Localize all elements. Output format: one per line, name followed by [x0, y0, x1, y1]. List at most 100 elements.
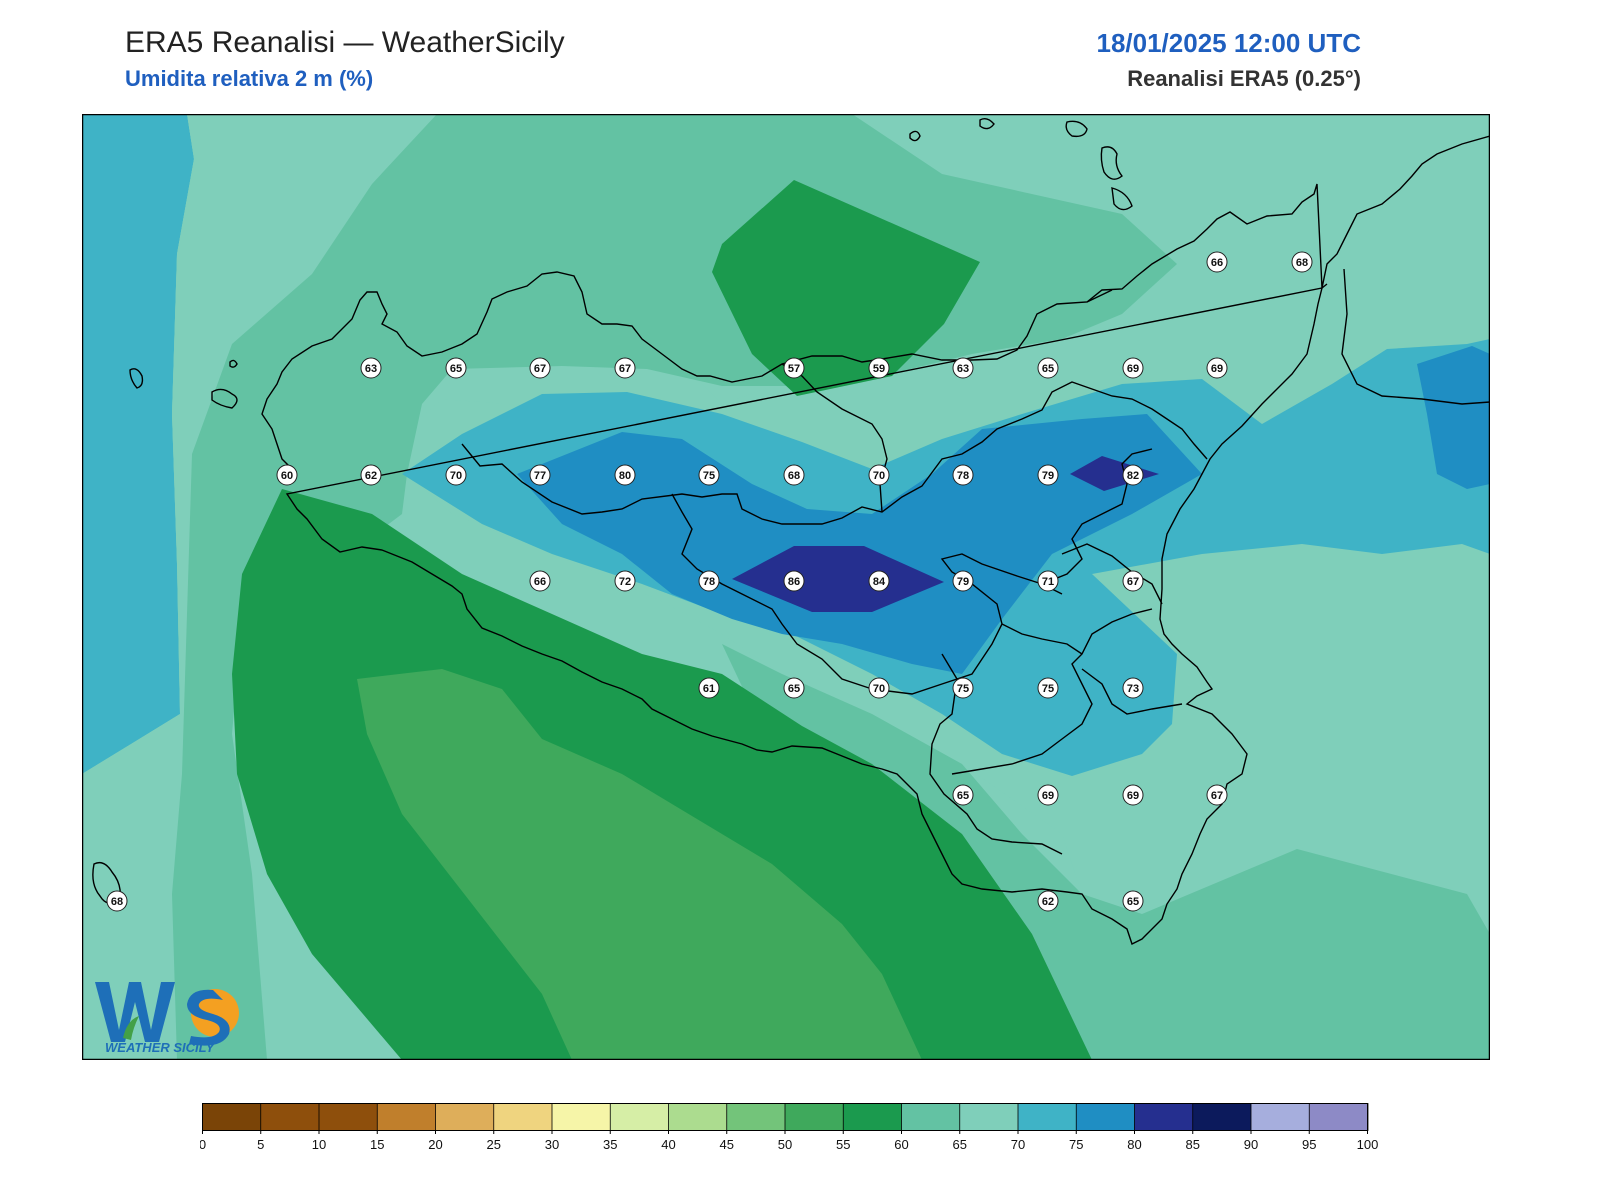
station-value: 70	[873, 470, 885, 482]
station-value: 86	[788, 576, 800, 588]
station-marker	[952, 464, 974, 486]
station-value: 67	[619, 363, 631, 375]
station-value: 71	[1042, 576, 1054, 588]
station-value: 59	[873, 363, 885, 375]
station-marker	[1037, 677, 1059, 699]
station-marker	[1037, 570, 1059, 592]
colorbar-cell	[959, 1103, 1019, 1131]
station-marker	[868, 464, 890, 486]
station-value: 66	[1211, 257, 1223, 269]
colorbar-cell	[609, 1103, 670, 1131]
colorbar-tick-label: 95	[1302, 1137, 1316, 1152]
colorbar-ticks: 0 5 10 15 20 25 30 35 40 45 50 55 60 65 70 75 80 85 90 95 10…	[200, 1130, 1379, 1152]
map-frame	[82, 114, 1490, 1060]
station-marker	[276, 464, 298, 486]
station-marker	[614, 357, 636, 379]
humidity-map: 63 65 67 67 57 59 63 65 69 69 66 68 60 62 70 77 80 75 68 70…	[82, 114, 1490, 1060]
data-source: Reanalisi ERA5 (0.25°)	[1127, 66, 1361, 91]
station-marker	[1122, 677, 1144, 699]
colorbar-tick-label: 0	[200, 1137, 206, 1152]
colorbar-cell	[1192, 1103, 1252, 1131]
station-value: 75	[1042, 683, 1054, 695]
station-value: 65	[450, 363, 462, 375]
colorbar-cell	[493, 1103, 553, 1131]
station-value: 66	[534, 576, 546, 588]
colorbar: 0 5 10 15 20 25 30 35 40 45 50 55 60 65 70 75 80 85 90 95 10…	[200, 1103, 1379, 1152]
station-value: 65	[1042, 363, 1054, 375]
station-value: 67	[1127, 576, 1139, 588]
station-value: 75	[703, 470, 715, 482]
colorbar-cells	[202, 1103, 1369, 1131]
station-value: 60	[281, 470, 293, 482]
station-value: 73	[1127, 683, 1139, 695]
colorbar-cell	[318, 1103, 379, 1131]
station-marker	[952, 784, 974, 806]
station-marker	[529, 357, 551, 379]
colorbar-tick-label: 45	[720, 1137, 734, 1152]
station-marker	[698, 677, 720, 699]
station-marker	[868, 570, 890, 592]
colorbar-cell	[668, 1103, 728, 1131]
station-marker	[614, 464, 636, 486]
station-marker	[529, 464, 551, 486]
station-value: 61	[703, 683, 715, 695]
station-marker	[614, 570, 636, 592]
colorbar-cell	[202, 1103, 262, 1131]
station-marker	[952, 677, 974, 699]
station-marker	[783, 677, 805, 699]
colorbar-cell	[435, 1103, 495, 1131]
station-value: 79	[1042, 470, 1054, 482]
station-value: 70	[450, 470, 462, 482]
station-marker	[1206, 251, 1228, 273]
station-marker	[952, 357, 974, 379]
station-value: 80	[619, 470, 631, 482]
station-marker	[360, 357, 382, 379]
colorbar-tick-label: 100	[1357, 1137, 1379, 1152]
colorbar-tick-label: 85	[1186, 1137, 1200, 1152]
station-marker	[1291, 251, 1313, 273]
station-marker	[952, 570, 974, 592]
station-marker	[783, 357, 805, 379]
station-marker	[783, 570, 805, 592]
station-marker	[868, 677, 890, 699]
station-labels: 63 65 67 67 57 59 63 65 69 69 66 68 60 62 70 77 80 75 68 70…	[106, 251, 1313, 912]
station-value: 65	[957, 790, 969, 802]
station-marker	[783, 464, 805, 486]
colorbar-cell	[1308, 1103, 1369, 1131]
colorbar-tick-label: 70	[1011, 1137, 1025, 1152]
station-marker	[1037, 890, 1059, 912]
colorbar-tick-label: 25	[487, 1137, 501, 1152]
colorbar-cell	[726, 1103, 786, 1131]
station-marker	[529, 570, 551, 592]
station-value: 67	[1211, 790, 1223, 802]
station-value: 75	[957, 683, 969, 695]
station-value: 77	[534, 470, 546, 482]
colorbar-tick-label: 40	[661, 1137, 675, 1152]
station-marker	[1206, 784, 1228, 806]
colorbar-tick-label: 50	[778, 1137, 792, 1152]
colorbar-tick-label: 15	[370, 1137, 384, 1152]
station-value: 79	[957, 576, 969, 588]
colorbar-cell	[1250, 1103, 1311, 1131]
colorbar-cell	[376, 1103, 437, 1131]
colorbar-tick-label: 90	[1244, 1137, 1258, 1152]
colorbar-tick-label: 5	[257, 1137, 264, 1152]
station-marker	[1122, 784, 1144, 806]
station-marker	[698, 464, 720, 486]
station-value: 62	[365, 470, 377, 482]
colorbar-cell	[842, 1103, 903, 1131]
colorbar-tick-label: 55	[836, 1137, 850, 1152]
station-value: 65	[1127, 896, 1139, 908]
station-value: 63	[365, 363, 377, 375]
station-value: 67	[534, 363, 546, 375]
station-value: 72	[619, 576, 631, 588]
coastline	[92, 117, 1490, 945]
station-value: 57	[788, 363, 800, 375]
humidity-fill	[82, 114, 1490, 1060]
station-marker	[1122, 464, 1144, 486]
colorbar-tick-label: 60	[894, 1137, 908, 1152]
station-value: 68	[1296, 257, 1308, 269]
station-value: 68	[788, 470, 800, 482]
station-marker	[445, 464, 467, 486]
station-value: 69	[1127, 363, 1139, 375]
